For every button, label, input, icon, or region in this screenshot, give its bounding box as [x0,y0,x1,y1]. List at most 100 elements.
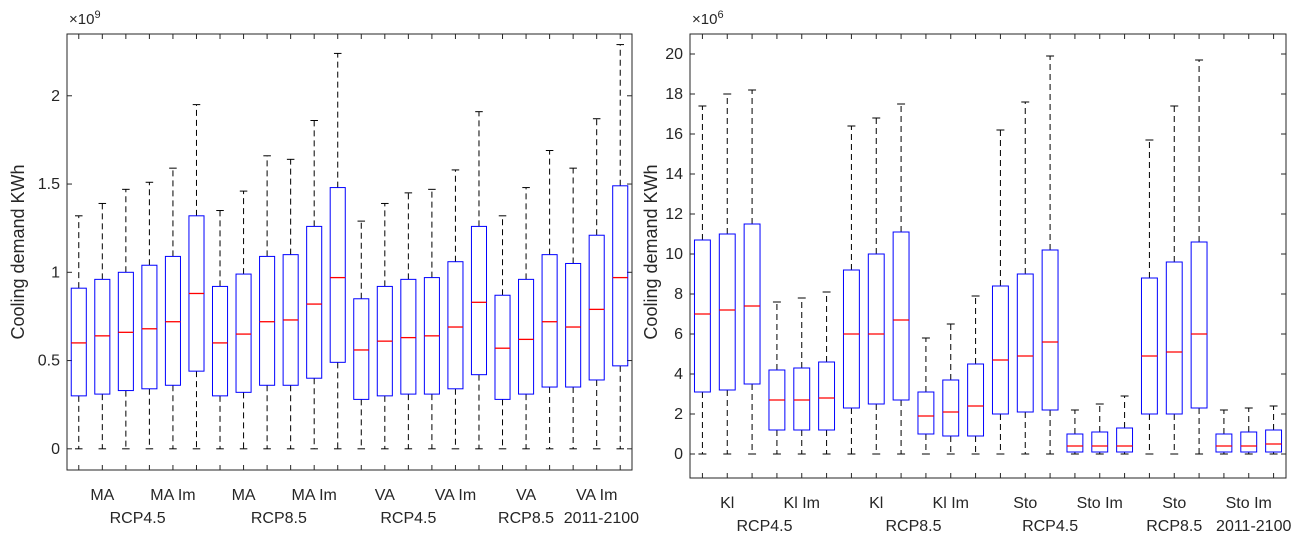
iqr-box [470,225,488,376]
x-group-label: RCP4.5 [1022,518,1078,533]
iqr-box [164,255,181,386]
iqr-box [353,298,370,400]
x-group-label: RCP8.5 [251,510,307,527]
x-group-label: RCP4.5 [380,510,436,527]
iqr-box [743,223,761,385]
iqr-box [565,262,582,388]
x-category-label: Kl Im [933,495,969,512]
plot-frame [66,33,633,471]
box-1 [70,215,87,450]
iqr-box [1265,429,1283,453]
box-10 [282,158,299,450]
iqr-box [967,363,985,437]
box-7 [211,210,229,450]
y-axis-label: Cooling demand KWh [8,164,28,339]
box-10 [917,337,935,455]
axis-exponent-label: ×109 [69,9,101,28]
x-group-label: RCP8.5 [1146,518,1202,533]
box-13 [353,220,370,450]
box-1 [693,105,711,455]
iqr-box [1140,277,1158,415]
x-category-label: MA [90,487,114,504]
x-category-label: Kl [720,495,734,512]
y-tick-label: 6 [674,326,683,343]
box-7 [842,125,860,455]
box-21 [541,150,558,450]
iqr-box [693,239,711,393]
box-2 [718,93,736,455]
x-category-label: VA [516,487,536,504]
iqr-box [329,187,346,363]
iqr-box [1190,241,1208,409]
y-tick-label: 8 [674,286,683,303]
box-6 [818,291,836,455]
box-3 [743,89,761,455]
box-4 [768,301,786,455]
y-tick-label: 2 [51,88,60,105]
y-tick-label: 0 [51,441,60,458]
y-tick-label: 18 [665,86,683,103]
box-19 [494,215,511,450]
box-8 [867,117,885,455]
box-12 [967,295,985,455]
box-15 [400,192,417,450]
iqr-box [141,264,158,390]
iqr-box [1240,431,1258,453]
x-category-label: Sto Im [1226,495,1272,512]
box-14 [376,202,393,450]
iqr-box [1215,433,1233,453]
y-tick-label: 1 [51,264,60,281]
iqr-box [235,273,252,393]
box-11 [942,323,960,455]
iqr-box [818,361,836,431]
box-19 [1140,139,1158,455]
iqr-box [1016,273,1034,413]
box-22 [565,167,582,450]
iqr-box [793,367,811,431]
iqr-box [1091,431,1109,453]
box-11 [306,119,323,450]
y-tick-label: 16 [665,126,683,143]
box-24 [1265,405,1283,455]
box-23 [588,118,605,450]
y-tick-label: 12 [665,206,683,223]
iqr-box [1116,427,1134,453]
box-15 [1041,55,1059,455]
iqr-box [494,294,511,400]
iqr-box [400,278,417,395]
y-tick-label: 20 [665,46,683,63]
x-group-label: 2011-2100 [1216,518,1291,533]
x-group-label: 2011-2100 [564,510,639,527]
box-13 [991,129,1009,455]
x-category-label: Kl Im [784,495,820,512]
iqr-box [718,233,736,391]
box-2 [94,202,111,450]
x-group-label: RCP4.5 [110,510,166,527]
box-6 [188,104,205,450]
box-9 [892,103,910,455]
y-tick-label: 14 [665,166,683,183]
box-4 [141,181,158,450]
x-category-label: Sto [1162,495,1186,512]
box-16 [423,188,440,450]
box-16 [1066,409,1084,455]
iqr-box [612,185,629,367]
box-5 [164,167,181,450]
x-category-label: Kl [869,495,883,512]
y-tick-label: 0.5 [38,353,60,370]
iqr-box [447,261,464,390]
box-14 [1016,101,1034,455]
x-group-label: RCP8.5 [498,510,554,527]
iqr-box [306,225,323,379]
iqr-box [518,278,535,395]
x-category-label: VA [375,487,395,504]
plot-frame [689,33,1287,479]
iqr-box [70,287,87,397]
y-axis-label: Cooling demand KWh [641,164,661,339]
axis-exponent-label: ×106 [692,9,724,28]
box-9 [259,155,276,450]
x-category-label: VA Im [435,487,477,504]
y-tick-label: 4 [674,366,683,383]
box-20 [1165,105,1183,455]
